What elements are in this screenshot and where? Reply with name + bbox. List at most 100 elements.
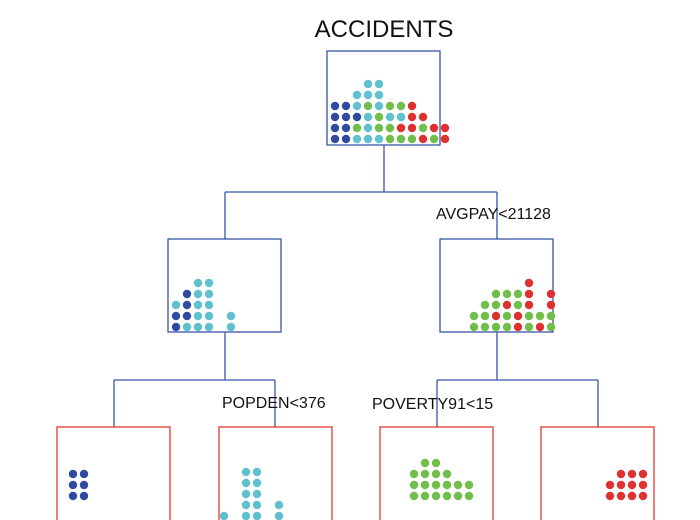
dot-green (453, 491, 463, 501)
dot-green (429, 134, 439, 144)
dot-red (616, 469, 626, 479)
dot-green (535, 311, 545, 321)
dot-green (491, 322, 501, 332)
dot-cyan (241, 511, 251, 520)
dot-red (638, 469, 648, 479)
dot-red (524, 300, 534, 310)
dot-red (491, 311, 501, 321)
dot-blue (352, 112, 362, 122)
dot-green (396, 134, 406, 144)
dot-red (502, 300, 512, 310)
dot-green (453, 480, 463, 490)
dot-cyan (274, 500, 284, 510)
dot-red (513, 322, 523, 332)
dot-green (431, 469, 441, 479)
dot-green (502, 289, 512, 299)
split-label-root: AVGPAY<21128 (436, 206, 551, 223)
dot-blue (341, 112, 351, 122)
dot-red (616, 491, 626, 501)
dot-blue (330, 112, 340, 122)
dot-green (431, 458, 441, 468)
dot-green (480, 300, 490, 310)
tree-edges (113, 145, 599, 427)
dot-blue (79, 480, 89, 490)
dot-blue (79, 491, 89, 501)
dot-red (524, 289, 534, 299)
dot-blue (182, 311, 192, 321)
dot-cyan (171, 300, 181, 310)
dot-cyan (226, 311, 236, 321)
dot-cyan (363, 90, 373, 100)
dot-cyan (385, 112, 395, 122)
dot-green (409, 491, 419, 501)
tree-title: ACCIDENTS (314, 16, 454, 43)
edge-right (436, 332, 599, 427)
dot-red (546, 300, 556, 310)
dot-green (385, 134, 395, 144)
dot-green (363, 101, 373, 111)
dot-cyan (396, 112, 406, 122)
dot-green (442, 491, 452, 501)
dot-green (480, 311, 490, 321)
dot-green (546, 311, 556, 321)
dot-green (420, 458, 430, 468)
dot-green (374, 123, 384, 133)
dot-red (429, 123, 439, 133)
dot-red (535, 322, 545, 332)
dot-cyan (374, 134, 384, 144)
dot-green (420, 491, 430, 501)
dot-blue (341, 101, 351, 111)
dot-blue (341, 134, 351, 144)
dot-green (409, 469, 419, 479)
dot-red (605, 491, 615, 501)
dot-cyan (204, 278, 214, 288)
split-label-right: POVERTY91<15 (372, 396, 494, 413)
dot-red (396, 123, 406, 133)
dot-cyan (352, 101, 362, 111)
dot-blue (330, 134, 340, 144)
dot-green (513, 289, 523, 299)
dot-red (627, 480, 637, 490)
dot-cyan (352, 134, 362, 144)
dot-green (442, 469, 452, 479)
dot-green (469, 322, 479, 332)
dot-cyan (374, 79, 384, 89)
dot-red (627, 491, 637, 501)
dot-blue (182, 289, 192, 299)
dot-red (616, 480, 626, 490)
dot-green (352, 123, 362, 133)
dot-red (627, 469, 637, 479)
dot-cyan (374, 101, 384, 111)
dot-green (546, 322, 556, 332)
dot-cyan (193, 322, 203, 332)
dot-red (440, 123, 450, 133)
dot-red (440, 134, 450, 144)
dot-cyan (226, 322, 236, 332)
dot-blue (171, 322, 181, 332)
dot-red (638, 491, 648, 501)
dot-red (418, 112, 428, 122)
edge-root (224, 145, 498, 239)
dot-cyan (252, 467, 262, 477)
dot-blue (68, 469, 78, 479)
dot-cyan (219, 511, 229, 520)
dot-cyan (241, 489, 251, 499)
dot-red (513, 311, 523, 321)
dot-green (491, 300, 501, 310)
dot-green (396, 101, 406, 111)
dot-green (409, 480, 419, 490)
dot-green (502, 311, 512, 321)
dot-blue (341, 123, 351, 133)
dot-red (407, 101, 417, 111)
dot-red (605, 480, 615, 490)
dot-cyan (252, 478, 262, 488)
dot-green (407, 134, 417, 144)
dot-red (546, 289, 556, 299)
dot-cyan (204, 322, 214, 332)
dot-cyan (363, 123, 373, 133)
dot-green (480, 322, 490, 332)
dot-cyan (363, 79, 373, 89)
dot-cyan (193, 278, 203, 288)
dot-green (513, 300, 523, 310)
